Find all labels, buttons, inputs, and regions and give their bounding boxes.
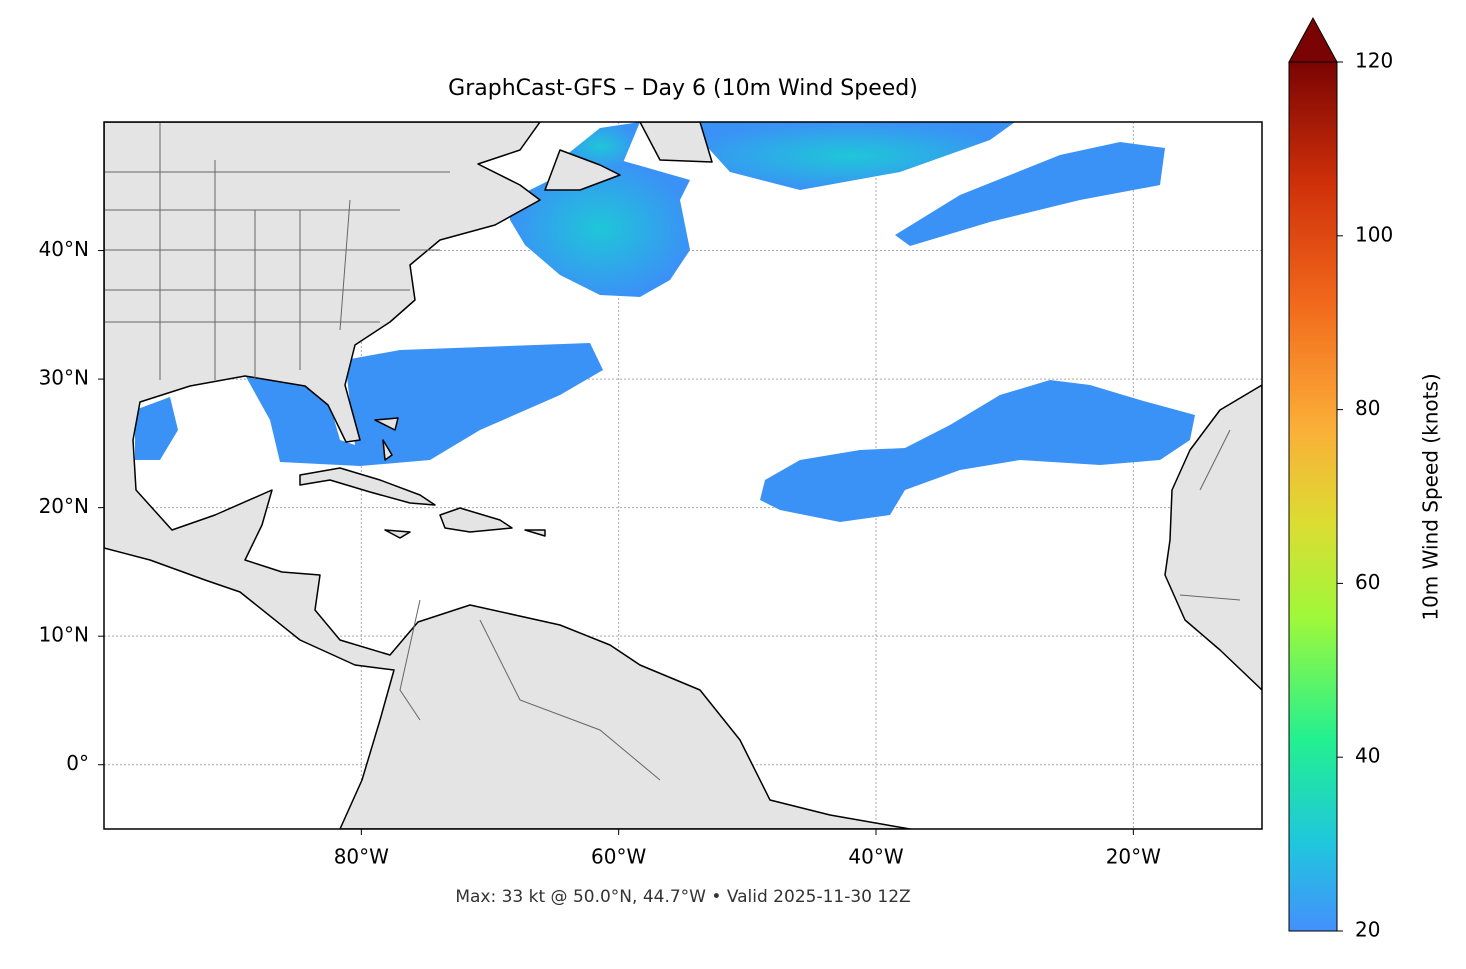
colorbar-tick-label: 80 (1355, 396, 1380, 420)
x-tick-label: 60°W (591, 845, 646, 869)
colorbar-tick-label: 120 (1355, 49, 1393, 73)
x-tick-label: 20°W (1106, 845, 1161, 869)
wind-area (135, 397, 178, 460)
y-tick-label: 10°N (39, 623, 89, 647)
x-tick-label: 80°W (334, 845, 389, 869)
land (104, 122, 911, 829)
colorbar-tick-label: 40 (1355, 744, 1380, 768)
wind-area (760, 380, 1195, 522)
land (1164, 384, 1262, 691)
wind-area (245, 343, 603, 466)
y-tick-label: 30°N (39, 366, 89, 390)
x-tick-label: 40°W (848, 845, 903, 869)
wind-area (510, 160, 690, 297)
chart-title: GraphCast-GFS – Day 6 (10m Wind Speed) (448, 76, 918, 101)
land (299, 417, 546, 539)
map-frame (103, 121, 1263, 830)
land (544, 122, 713, 191)
colorbar-label: 10m Wind Speed (knots) (1419, 373, 1443, 620)
y-tick-label: 20°N (39, 494, 89, 518)
colorbar-extend (1288, 16, 1338, 63)
state-borders (104, 122, 1241, 781)
wind-area (685, 122, 1015, 190)
colorbar-tick-label: 100 (1355, 222, 1393, 246)
wind-area (895, 142, 1165, 246)
annotation: Max: 33 kt @ 50.0°N, 44.7°W • Valid 2025… (455, 887, 910, 907)
colorbar-tick-label: 60 (1355, 570, 1380, 594)
colorbar (1288, 61, 1338, 932)
map (104, 122, 1262, 829)
colorbar-tick-label: 20 (1355, 918, 1380, 942)
y-tick-label: 40°N (39, 237, 89, 261)
y-tick-label: 0° (66, 751, 89, 775)
